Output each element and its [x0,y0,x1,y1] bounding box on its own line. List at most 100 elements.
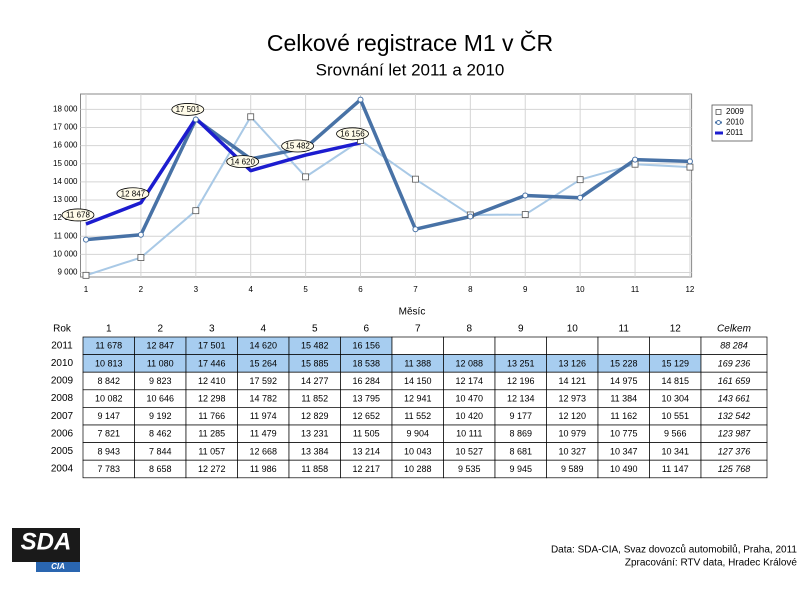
cell-value: 11 388 [404,358,431,368]
x-tick-label: 6 [358,285,363,294]
cell-value: 12 217 [352,464,380,474]
point [686,158,693,165]
cell-value: 14 975 [610,376,638,386]
cell-value: 14 620 [249,341,277,351]
cell-value: 10 490 [610,464,638,474]
cell-value: 10 527 [455,446,483,456]
cell-value: 11 858 [301,464,328,474]
x-tick-label: 4 [248,285,253,294]
cell-value: 11 147 [662,464,689,474]
cell-value: 12 973 [558,393,586,403]
cell-value: 12 196 [507,376,535,386]
cell-value: 9 823 [149,376,172,386]
row-year: 2005 [51,446,74,457]
cell-value: 10 979 [558,429,586,439]
cell-value: 11 285 [198,429,225,439]
value-label-bubble [171,103,205,116]
point [576,176,584,184]
cell-value: 15 129 [661,358,689,368]
row-total: 125 768 [718,464,751,474]
value-label-bubble [61,208,95,222]
cell-value: 8 842 [97,376,120,386]
value-label-bubble [116,187,150,201]
point [137,231,144,238]
row-year: 2011 [51,340,73,351]
cell-value: 16 156 [352,341,380,351]
cell-value: 9 566 [664,429,687,439]
point [412,226,419,233]
logo-sub: CIA [51,562,65,571]
point [302,173,310,181]
point [247,113,255,121]
cell-value: 16 284 [352,376,380,386]
logo-name: SDA [21,528,72,555]
y-tick-label: 17 000 [53,123,78,132]
table-header: 5 [312,324,318,335]
cell-value: 12 120 [558,411,586,421]
table-header: Rok [53,324,72,335]
point [521,211,529,218]
row-total: 169 236 [718,358,751,368]
cell-value: 17 446 [198,358,226,368]
table-header: 9 [518,324,524,335]
chart-title: Celkové registrace M1 v ČR [267,29,553,56]
cell-value: 10 646 [146,393,174,403]
cell-value: 10 082 [95,393,123,403]
legend-label: 2011 [726,128,744,137]
table-header: 7 [415,324,421,335]
cell-value: 10 111 [456,429,482,439]
point [412,175,419,183]
point [577,194,584,201]
cell-value: 12 941 [404,393,432,403]
x-tick-label: 3 [194,285,199,294]
table-header: 3 [209,324,215,335]
value-label: 12 847 [121,189,146,198]
row-year: 2008 [51,393,74,404]
point [467,213,474,220]
cell-value: 10 304 [661,393,689,403]
row-total: 127 376 [718,446,751,456]
table-header: 6 [363,324,369,335]
cell-value: 10 470 [455,393,483,403]
cell-value: 9 589 [561,464,584,474]
cell-value: 8 462 [149,429,172,439]
table-header: 12 [670,324,682,335]
cell-value: 12 668 [249,446,277,456]
series-line [85,116,361,226]
cell-value: 13 126 [558,358,586,368]
cell-value: 11 974 [250,411,277,421]
point [686,163,694,171]
cell-value: 12 410 [198,376,226,386]
table-cell [597,336,650,355]
x-axis-label: Měsíc [399,307,426,318]
cell-value: 14 121 [558,376,586,386]
cell-value: 7 844 [149,446,172,456]
cell-value: 11 057 [198,446,225,456]
point [82,271,90,279]
value-label: 16 156 [340,129,365,138]
legend-marker [715,109,722,115]
x-tick-label: 5 [303,285,308,294]
cell-value: 11 384 [610,393,637,403]
x-tick-label: 10 [576,285,585,294]
row-total: 143 661 [718,393,751,403]
cell-value: 8 658 [149,464,172,474]
table-header: 4 [260,324,266,335]
cell-value: 12 272 [198,464,226,474]
cell-value: 13 795 [352,393,380,403]
cell-value: 18 538 [352,358,380,368]
row-year: 2009 [51,376,74,387]
x-tick-label: 1 [84,285,89,294]
x-tick-label: 2 [139,285,144,294]
cell-value: 11 080 [147,358,174,368]
y-tick-label: 15 000 [53,159,78,168]
cell-value: 10 420 [455,411,483,421]
x-tick-label: 12 [685,285,694,294]
cell-value: 9 177 [509,411,532,421]
cell-value: 12 088 [455,358,483,368]
legend-label: 2010 [726,118,744,127]
cell-value: 12 652 [352,411,380,421]
cell-value: 13 231 [301,429,329,439]
cell-value: 15 228 [610,358,638,368]
